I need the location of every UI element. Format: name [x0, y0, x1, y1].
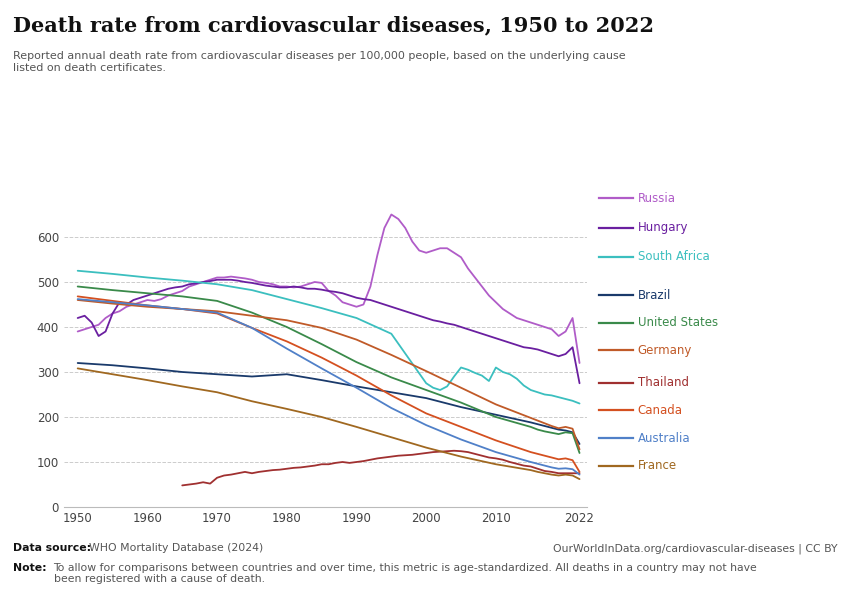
Text: Data source:: Data source: — [13, 543, 91, 553]
Text: To allow for comparisons between countries and over time, this metric is age-sta: To allow for comparisons between countri… — [54, 563, 757, 584]
Text: South Africa: South Africa — [638, 250, 709, 263]
Text: Germany: Germany — [638, 344, 692, 357]
Text: Our World: Our World — [692, 17, 748, 28]
Text: in Data: in Data — [700, 33, 740, 43]
Text: Reported annual death rate from cardiovascular diseases per 100,000 people, base: Reported annual death rate from cardiova… — [13, 51, 626, 73]
Text: Note:: Note: — [13, 563, 47, 573]
Text: Australia: Australia — [638, 431, 690, 445]
Text: WHO Mortality Database (2024): WHO Mortality Database (2024) — [89, 543, 264, 553]
Text: OurWorldInData.org/cardiovascular-diseases | CC BY: OurWorldInData.org/cardiovascular-diseas… — [552, 543, 837, 553]
Text: Hungary: Hungary — [638, 221, 688, 235]
Text: Death rate from cardiovascular diseases, 1950 to 2022: Death rate from cardiovascular diseases,… — [13, 15, 654, 35]
Text: Brazil: Brazil — [638, 289, 671, 302]
Text: France: France — [638, 459, 677, 472]
Text: Canada: Canada — [638, 404, 683, 417]
Text: United States: United States — [638, 316, 717, 329]
Text: Thailand: Thailand — [638, 376, 688, 389]
Text: Russia: Russia — [638, 191, 676, 205]
